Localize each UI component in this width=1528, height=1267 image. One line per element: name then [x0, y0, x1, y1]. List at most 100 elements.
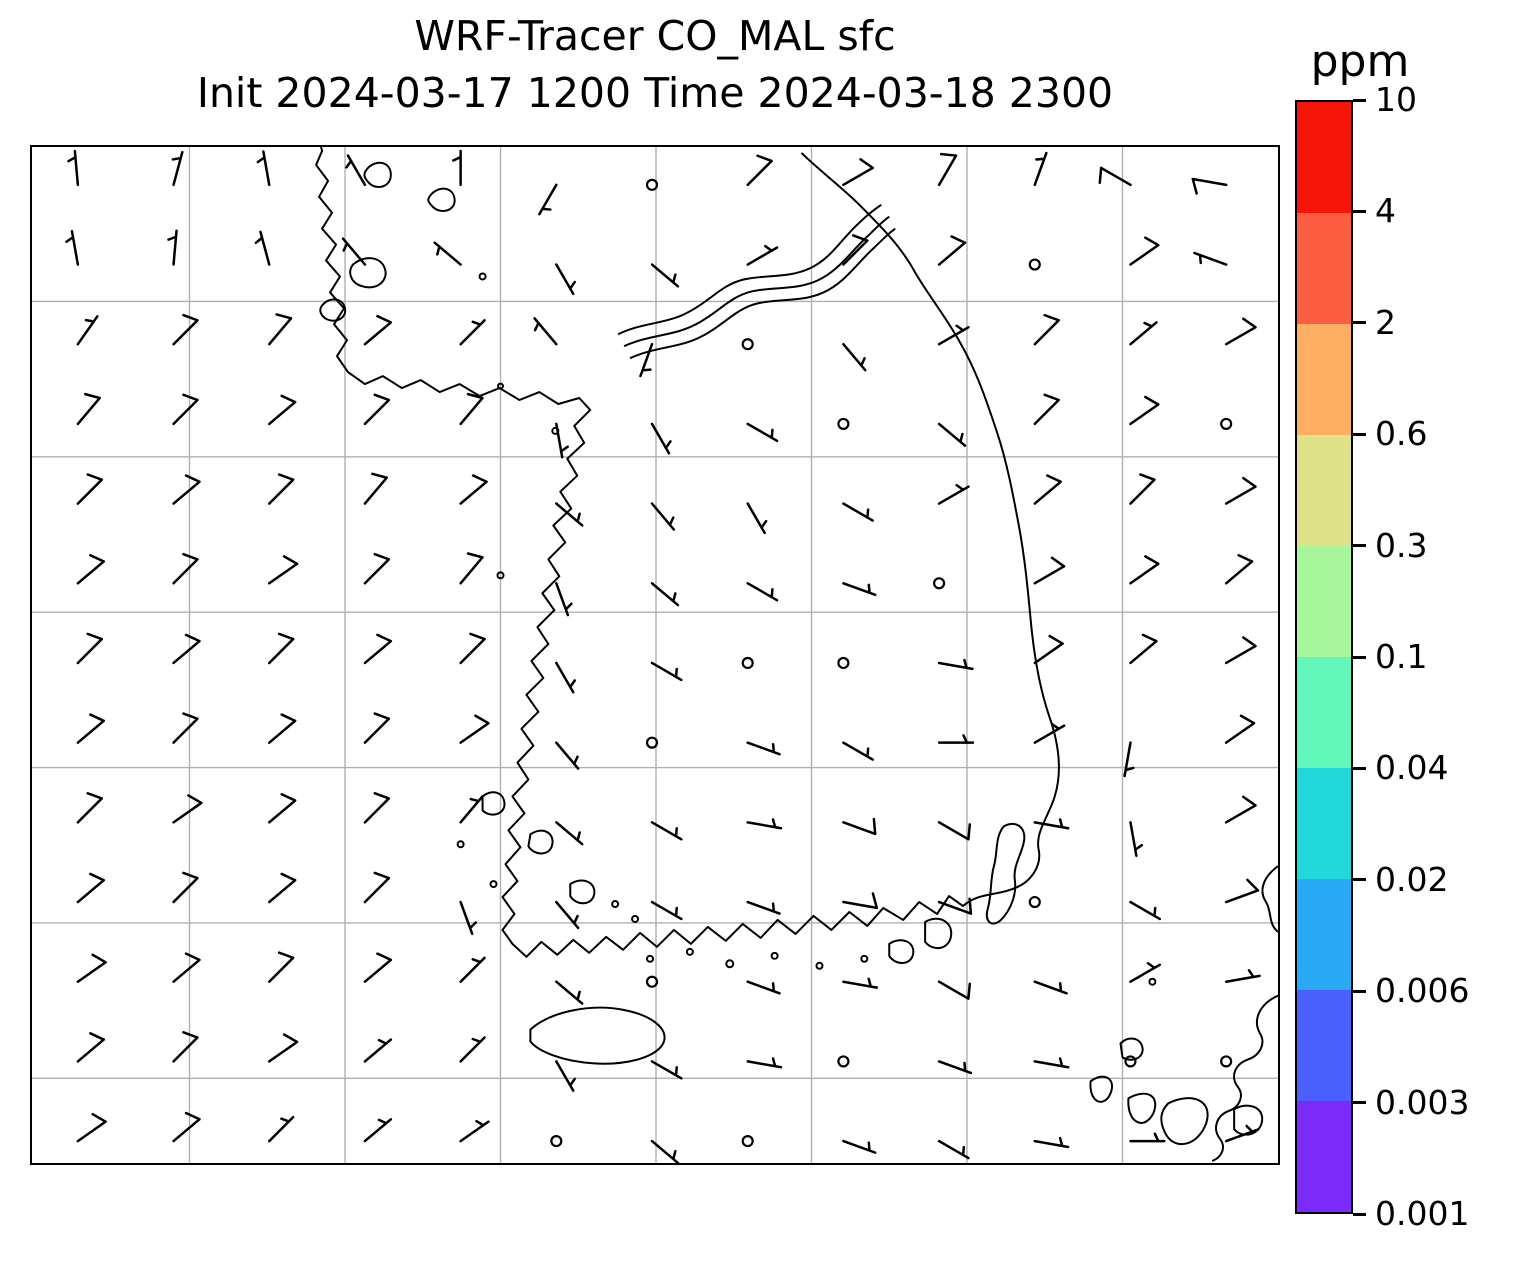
wind-barb [363, 1038, 393, 1063]
tracer-contour-2 [623, 215, 890, 348]
wind-barb [555, 422, 569, 459]
colorbar-tick-mark [1353, 1101, 1366, 1105]
islet-9 [646, 954, 655, 963]
colorbar-tick-label: 10 [1375, 80, 1417, 119]
calm-wind-circle [741, 1135, 754, 1148]
gridlines [32, 147, 1278, 1163]
wind-barb [363, 393, 391, 426]
wind-barb [1129, 900, 1162, 921]
wind-barb [76, 713, 106, 744]
wind-barb [937, 324, 970, 346]
wind-barb [172, 1031, 199, 1063]
colorbar-segment [1297, 546, 1351, 657]
islet-15 [1148, 977, 1157, 986]
wind-barb [555, 900, 580, 930]
wind-barb [1224, 1124, 1260, 1143]
wind-barb [363, 871, 391, 904]
wind-barb [363, 712, 391, 744]
wind-barb [267, 872, 297, 904]
wind-barb [267, 951, 295, 983]
colorbar-tick-mark [1353, 432, 1366, 436]
colorbar-segment [1297, 990, 1351, 1101]
wind-barb [172, 1111, 201, 1143]
island-south-coast-1 [888, 939, 915, 965]
wind-barb [937, 734, 975, 744]
wind-barb [937, 980, 972, 1000]
islet-14 [860, 954, 869, 963]
wind-barb [639, 342, 654, 378]
island-jeju [529, 1006, 666, 1065]
wind-barb [1224, 878, 1260, 904]
colorbar-tick-mark [1353, 1212, 1366, 1216]
wind-barb [267, 793, 297, 824]
colorbar-tick-label: 0.3 [1375, 525, 1428, 565]
coastline-kyushu [1211, 994, 1278, 1162]
wind-barb [459, 632, 486, 665]
wind-barb [256, 150, 271, 187]
wind-barb [459, 474, 488, 505]
wind-barb [1129, 473, 1156, 505]
wind-barb [937, 152, 958, 187]
island-goto-1 [1089, 1075, 1113, 1103]
wind-barb [1098, 166, 1132, 187]
wind-barb [267, 473, 295, 505]
wind-barb [937, 235, 967, 266]
calm-wind-circle [1220, 1055, 1233, 1068]
colorbar-segment [1297, 435, 1351, 546]
wind-barb [1033, 556, 1066, 585]
wind-barb [650, 502, 676, 531]
wind-barb [650, 661, 683, 682]
wind-barb [76, 553, 106, 585]
island-west-coast-1 [319, 298, 347, 322]
wind-barb [67, 149, 80, 187]
calm-wind-circle [1028, 895, 1041, 909]
wind-barb [1191, 177, 1228, 195]
islet-7 [611, 900, 620, 909]
island-southwest-1 [481, 791, 506, 816]
wind-barb [267, 555, 299, 585]
wind-barb [76, 953, 107, 983]
calm-wind-circle [645, 975, 659, 988]
wind-barb [1033, 151, 1048, 187]
wind-barb [1224, 636, 1257, 665]
wind-barb [76, 1032, 106, 1063]
wind-barb [746, 244, 779, 266]
wind-barb [172, 794, 203, 824]
wind-barb [1193, 251, 1228, 266]
wind-barb [363, 314, 393, 346]
wind-barb [267, 394, 297, 426]
calm-wind-circle [837, 656, 850, 670]
wind-barb [1033, 393, 1060, 426]
wind-barb [172, 313, 199, 346]
wind-barb [267, 1115, 295, 1143]
wind-barb [538, 183, 558, 216]
calm-wind-circle [741, 656, 754, 670]
wind-barb [1224, 795, 1257, 824]
calm-wind-circle [1028, 258, 1041, 271]
islet-2 [497, 382, 504, 390]
wind-barb [1129, 321, 1158, 346]
colorbar-tick-mark [1353, 989, 1366, 993]
calm-wind-circle [741, 338, 754, 351]
islet-13 [815, 961, 824, 970]
wind-barb [650, 1139, 680, 1163]
map-plot-area [30, 145, 1280, 1165]
wind-barb [842, 582, 877, 597]
colorbar-tick-label: 0.6 [1375, 414, 1428, 454]
wind-barb [842, 977, 879, 989]
colorbar-tick-label: 0.006 [1375, 971, 1470, 1011]
wind-barb [746, 741, 781, 756]
island-tsushima [985, 822, 1026, 925]
wind-barb [555, 263, 577, 296]
wind-barb [842, 234, 869, 266]
calm-wind-circle [1220, 417, 1233, 430]
wind-barb [76, 872, 106, 904]
wind-barb [1129, 395, 1160, 426]
islet-11 [725, 959, 735, 969]
island-goto-3 [1160, 1097, 1209, 1145]
wind-barb [842, 741, 874, 761]
wind-barb [1033, 818, 1070, 830]
wind-barb [76, 792, 104, 824]
islet-4 [496, 571, 505, 580]
wind-barb [937, 821, 972, 841]
